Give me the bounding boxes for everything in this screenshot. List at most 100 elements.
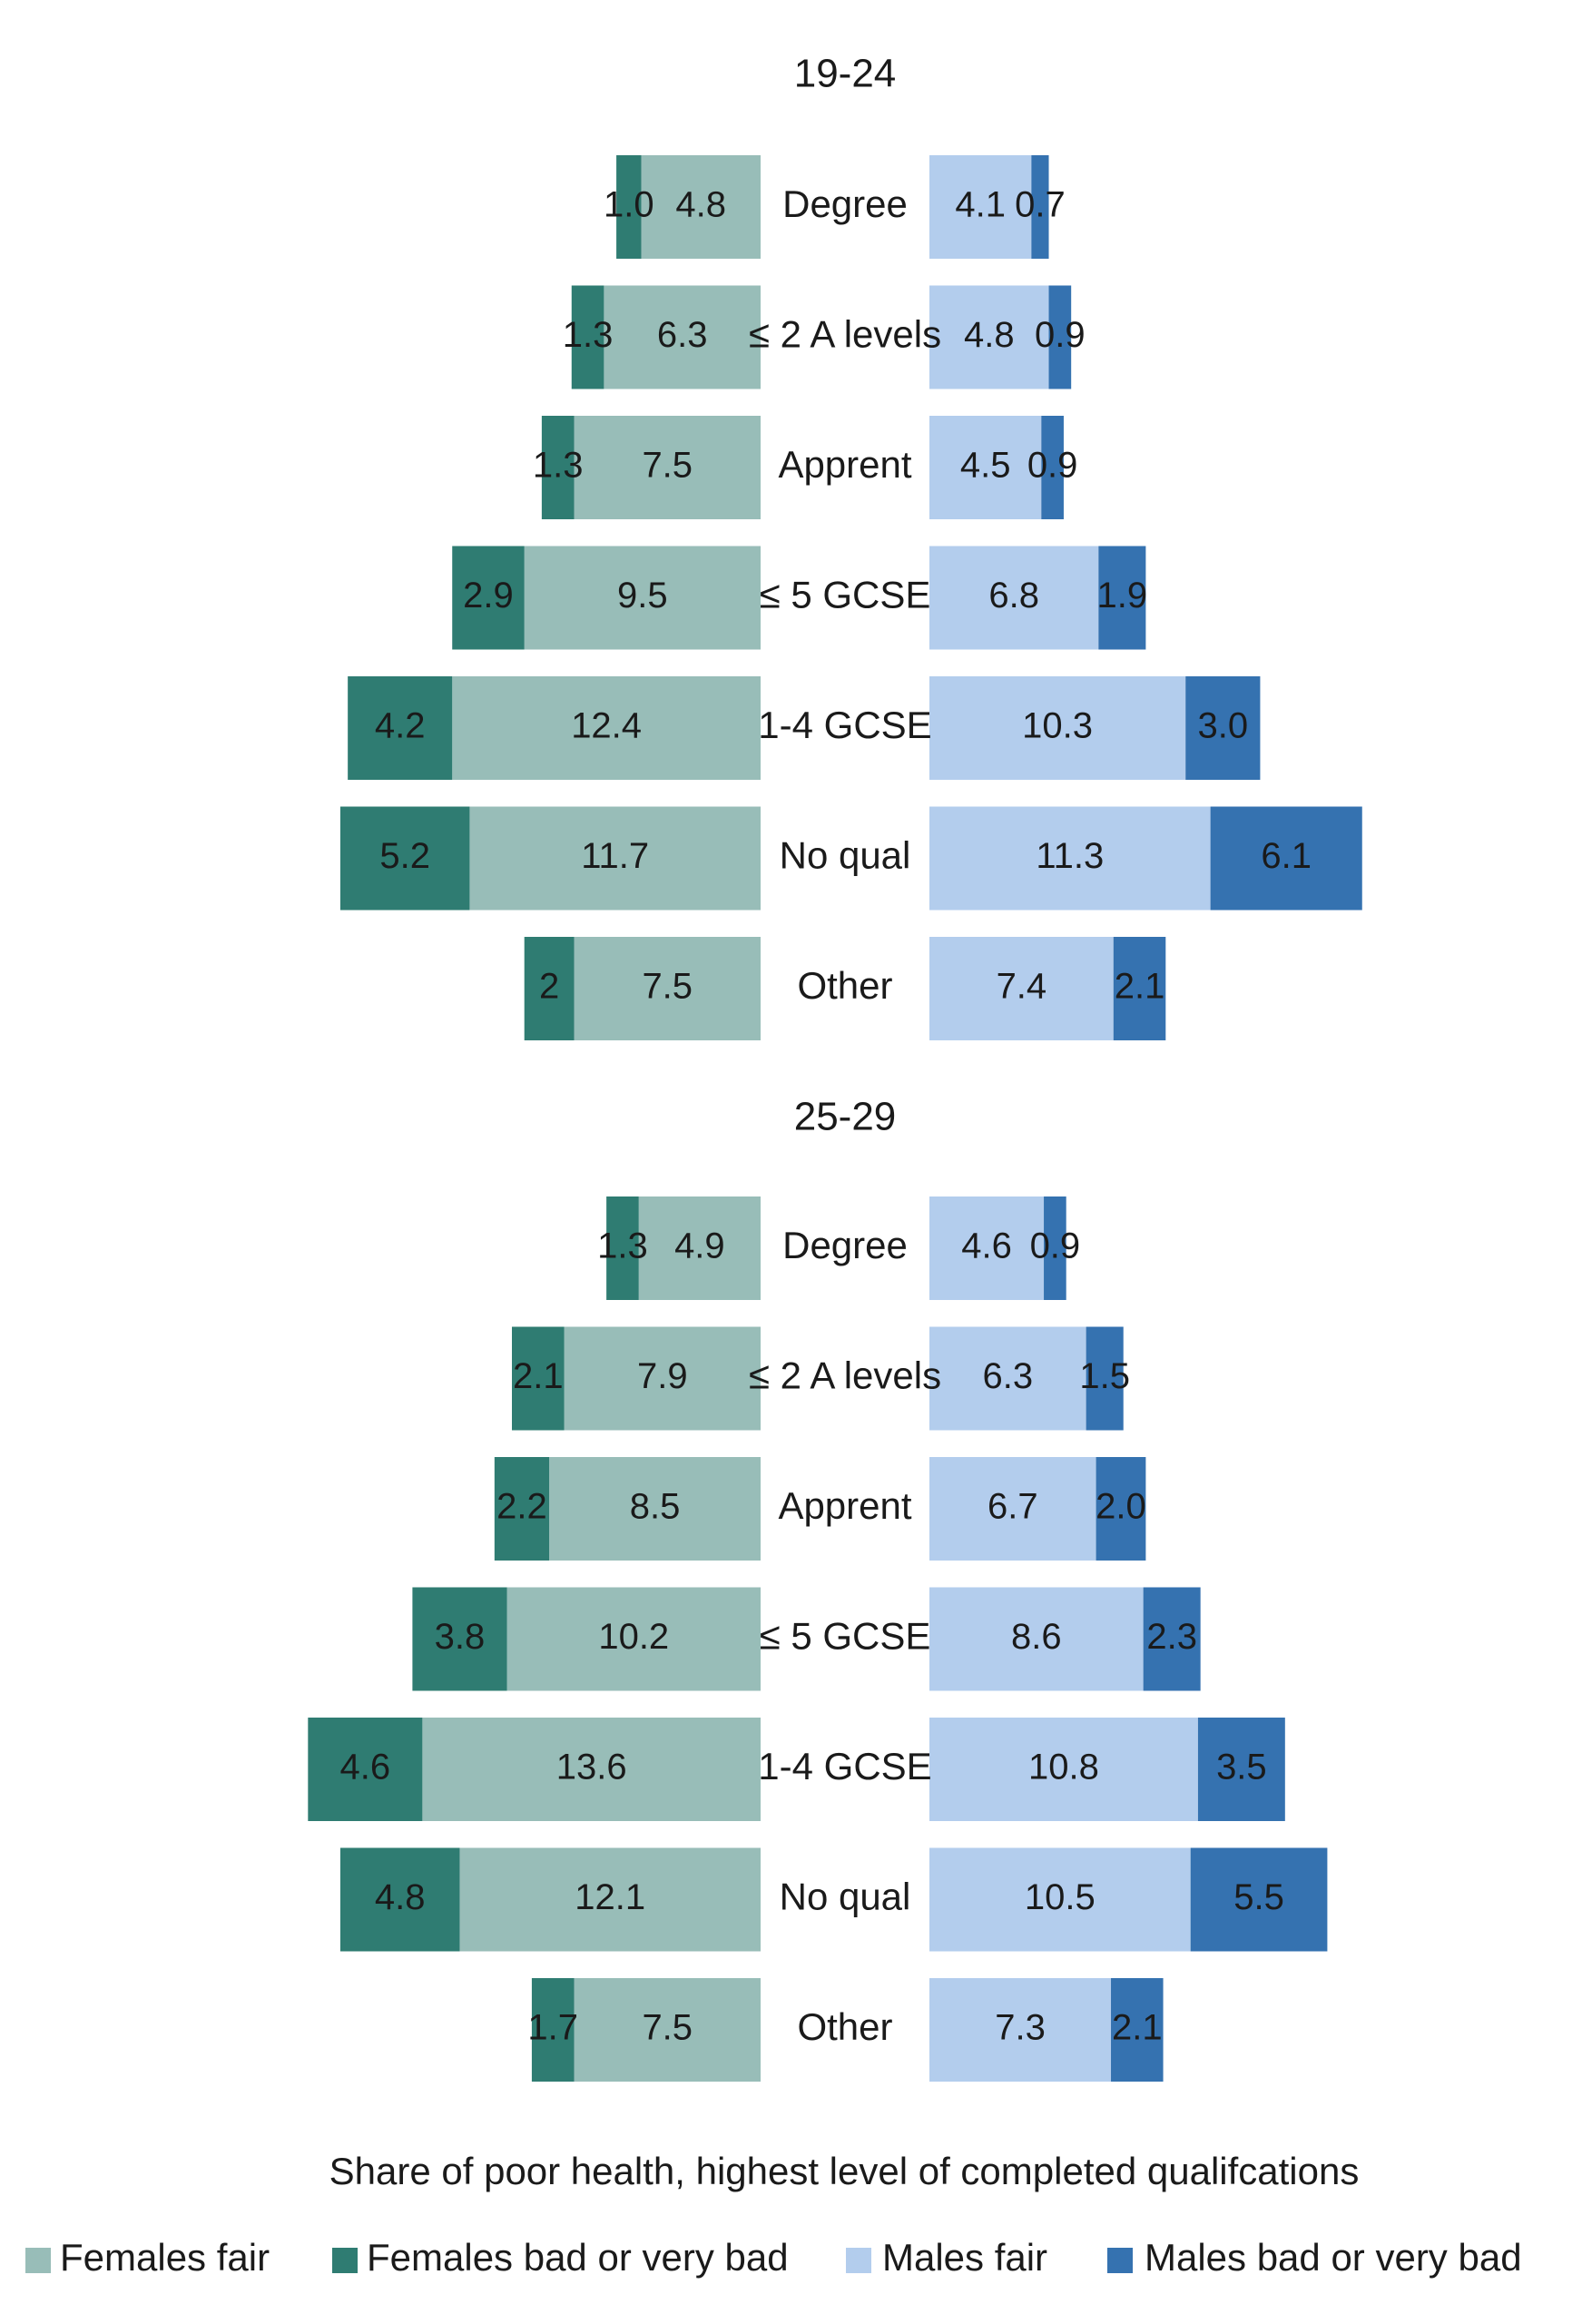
bar-females-bad	[571, 285, 604, 389]
data-label-females-bad: 1.3	[597, 1226, 648, 1266]
data-label-males-bad: 0.9	[1035, 315, 1086, 355]
bar-females-bad	[494, 1457, 550, 1561]
bar-males-bad	[1185, 676, 1261, 780]
data-label-males-bad: 6.1	[1261, 836, 1312, 876]
bar-females-fair	[574, 1978, 761, 2082]
data-label-females-bad: 4.6	[340, 1748, 391, 1787]
category-label: Apprent	[778, 1484, 911, 1527]
data-label-females-fair: 13.6	[556, 1748, 627, 1787]
legend-swatch	[1107, 2248, 1133, 2273]
bar-row: 10.2 3.8 8.6 2.3 ≤ 5 GCSE	[412, 1587, 1201, 1691]
bar-females-fair	[574, 416, 761, 519]
data-label-females-fair: 8.5	[630, 1487, 681, 1527]
bar-females-fair	[469, 806, 761, 911]
bar-females-fair	[641, 155, 761, 259]
bar-females-bad	[452, 546, 525, 650]
bar-males-bad	[1197, 1718, 1285, 1821]
data-label-females-fair: 4.8	[675, 185, 726, 225]
panel-title: 25-29	[794, 1095, 897, 1139]
bar-males-fair	[929, 1978, 1112, 2082]
legend-item: Females fair	[25, 2236, 270, 2279]
data-label-females-fair: 11.7	[581, 836, 649, 876]
legend-label: Females fair	[60, 2236, 270, 2279]
data-label-males-fair: 7.3	[995, 2008, 1046, 2048]
category-label: ≤ 2 A levels	[749, 1354, 941, 1397]
bar-row: 4.9 1.3 4.6 0.9 Degree	[597, 1196, 1080, 1300]
bar-females-fair	[524, 546, 761, 650]
legend-swatch	[25, 2248, 51, 2273]
bar-females-fair	[422, 1718, 761, 1821]
chart-legend: Females fair Females bad or very bad Males…	[25, 2236, 1522, 2279]
bar-males-bad	[1098, 546, 1146, 650]
data-label-males-fair: 6.8	[988, 576, 1039, 615]
data-label-males-fair: 7.4	[997, 967, 1047, 1007]
bar-males-fair	[929, 416, 1042, 519]
bar-males-fair	[929, 937, 1114, 1040]
data-label-females-bad: 1.3	[563, 315, 614, 355]
bar-row: 9.5 2.9 6.8 1.9 ≤ 5 GCSE	[452, 546, 1148, 650]
data-label-females-bad: 5.2	[379, 836, 430, 876]
chart-panels: 19-24 4.8 1.0 4.1 0.7 Degree 6.3 1.3 4.8 0.9 ≤ 2 A…	[308, 52, 1362, 2082]
bar-row: 7.9 2.1 6.3 1.5 ≤ 2 A levels	[512, 1326, 1130, 1431]
data-label-females-fair: 7.5	[642, 2008, 693, 2048]
data-label-males-bad: 2.3	[1146, 1617, 1197, 1657]
data-label-males-bad: 3.5	[1216, 1748, 1267, 1787]
data-label-males-bad: 2.0	[1096, 1487, 1146, 1527]
category-label: Other	[797, 2005, 892, 2048]
bar-males-bad	[1096, 1457, 1146, 1561]
legend-item: Males fair	[846, 2236, 1047, 2279]
data-label-males-bad: 0.9	[1030, 1226, 1081, 1266]
data-label-females-bad: 1.0	[604, 185, 654, 225]
data-label-females-bad: 4.2	[375, 706, 426, 746]
bar-males-bad	[1048, 285, 1072, 389]
data-label-females-fair: 9.5	[617, 576, 668, 615]
data-label-females-bad: 2.1	[513, 1356, 564, 1396]
category-label: 1-4 GCSE	[758, 704, 931, 746]
bar-females-fair	[574, 937, 761, 1040]
bar-males-fair	[929, 155, 1032, 259]
bar-females-fair	[638, 1196, 761, 1300]
legend-swatch	[846, 2248, 871, 2273]
bar-males-fair	[929, 1847, 1191, 1952]
bar-females-bad	[339, 1847, 460, 1952]
data-label-males-bad: 1.9	[1097, 576, 1148, 615]
bar-row: 7.5 1.7 7.3 2.1 Other	[527, 1978, 1164, 2082]
bar-males-fair	[929, 1326, 1086, 1431]
data-label-males-fair: 6.7	[988, 1487, 1038, 1527]
data-label-females-fair: 6.3	[657, 315, 708, 355]
legend-label: Males bad or very bad	[1145, 2236, 1522, 2279]
data-label-males-bad: 2.1	[1112, 2008, 1163, 2048]
data-label-males-fair: 10.3	[1022, 706, 1093, 746]
bar-males-bad	[1031, 155, 1049, 259]
data-label-males-fair: 8.6	[1011, 1617, 1062, 1657]
category-label: 1-4 GCSE	[758, 1745, 931, 1787]
data-label-females-fair: 7.9	[637, 1356, 688, 1396]
panel-title: 19-24	[794, 52, 897, 96]
data-label-males-bad: 5.5	[1233, 1877, 1284, 1917]
data-label-females-bad: 1.7	[527, 2008, 578, 2048]
bar-females-bad	[606, 1196, 639, 1300]
bar-row: 4.8 1.0 4.1 0.7 Degree	[604, 155, 1066, 259]
bar-males-bad	[1210, 806, 1362, 911]
data-label-females-fair: 7.5	[642, 446, 693, 486]
bar-females-bad	[512, 1326, 565, 1431]
bar-males-fair	[929, 1457, 1096, 1561]
category-label: ≤ 5 GCSE	[760, 1615, 931, 1658]
legend-label: Females bad or very bad	[367, 2236, 789, 2279]
bar-males-fair	[929, 806, 1211, 911]
data-label-females-fair: 12.1	[575, 1877, 645, 1917]
bar-males-bad	[1111, 1978, 1164, 2082]
data-label-females-bad: 2.2	[496, 1487, 547, 1527]
bar-males-fair	[929, 546, 1099, 650]
category-label: Apprent	[778, 443, 911, 486]
bar-row: 12.1 4.8 10.5 5.5 No qual	[339, 1847, 1328, 1952]
bar-females-bad	[339, 806, 470, 911]
data-label-females-bad: 2.9	[463, 576, 514, 615]
bar-males-bad	[1086, 1326, 1124, 1431]
bar-females-fair	[564, 1326, 761, 1431]
bar-females-bad	[531, 1978, 575, 2082]
bar-females-fair	[506, 1587, 761, 1691]
bar-males-fair	[929, 676, 1186, 780]
data-label-males-fair: 4.6	[961, 1226, 1012, 1266]
panel-19-24: 19-24 4.8 1.0 4.1 0.7 Degree 6.3 1.3 4.8 0.9 ≤ 2 A…	[339, 52, 1362, 1040]
